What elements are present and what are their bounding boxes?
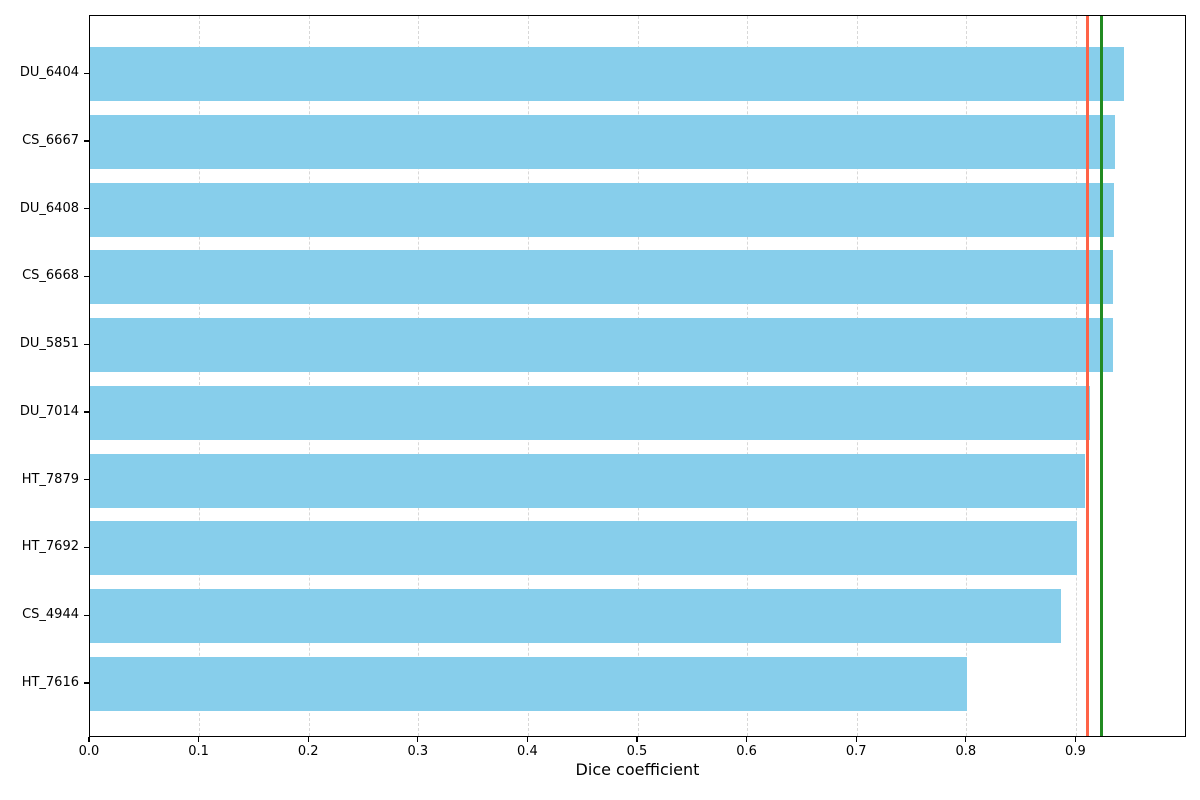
x-tick-label: 0.3 [407, 744, 429, 759]
x-tick-mark [526, 737, 529, 742]
y-tick-label: DU_6408 [19, 200, 79, 216]
x-tick-label: 0.6 [736, 744, 757, 759]
y-tick-mark [84, 546, 89, 549]
x-tick-mark [855, 737, 857, 742]
bar [90, 47, 1124, 102]
x-tick-mark [417, 737, 419, 742]
bar [90, 521, 1078, 576]
y-tick-mark [84, 72, 89, 74]
grid-line [966, 16, 968, 736]
x-tick-label: 0.0 [78, 744, 100, 759]
y-tick-label: DU_7014 [19, 403, 79, 419]
x-tick-label: 0.7 [845, 744, 867, 759]
x-tick-label: 0.1 [188, 744, 209, 759]
y-tick-label: CS_6667 [22, 132, 79, 148]
y-tick-mark [84, 343, 89, 345]
red-reference-line [1085, 16, 1089, 736]
bar [90, 589, 1062, 644]
bar [90, 453, 1086, 508]
grid-line [856, 16, 858, 736]
green-reference-line [1100, 16, 1104, 736]
grid-line [1075, 16, 1077, 736]
y-tick-mark [84, 479, 89, 481]
x-tick-mark [1074, 737, 1077, 742]
bar [90, 318, 1113, 373]
y-tick-label: HT_7692 [21, 539, 79, 555]
y-tick-label: DU_5851 [19, 336, 79, 352]
plot-area [89, 15, 1186, 737]
x-tick-label: 0.9 [1065, 744, 1086, 759]
y-tick-mark [84, 614, 89, 616]
x-tick-mark [88, 737, 90, 742]
grid-line [418, 16, 420, 736]
x-axis-title: Dice coefficient [575, 760, 700, 779]
bar [90, 385, 1090, 440]
x-tick-mark [307, 737, 309, 742]
y-tick-label: CS_4944 [22, 607, 79, 623]
x-tick-mark [965, 737, 967, 742]
grid-line [199, 16, 201, 736]
grid-line [747, 16, 749, 736]
x-tick-label: 0.8 [955, 744, 977, 759]
y-tick-mark [84, 140, 89, 142]
bar [90, 114, 1115, 169]
bar [90, 656, 967, 711]
bar [90, 250, 1113, 305]
y-tick-mark [84, 208, 89, 210]
x-tick-mark [198, 737, 200, 742]
x-tick-label: 0.4 [517, 744, 538, 759]
y-tick-label: CS_6668 [22, 268, 79, 284]
x-tick-label: 0.5 [626, 744, 648, 759]
y-tick-label: HT_7616 [21, 674, 79, 690]
y-tick-mark [84, 411, 89, 413]
x-tick-mark [746, 737, 748, 742]
x-tick-mark [636, 737, 638, 742]
x-tick-label: 0.2 [297, 744, 319, 759]
grid-line [637, 16, 639, 736]
y-tick-mark [84, 275, 89, 278]
y-tick-label: HT_7879 [21, 471, 79, 487]
grid-line [308, 16, 310, 736]
y-tick-mark [84, 682, 89, 684]
y-tick-label: DU_6404 [19, 65, 79, 81]
bar [90, 182, 1114, 237]
grid-line [527, 16, 529, 736]
